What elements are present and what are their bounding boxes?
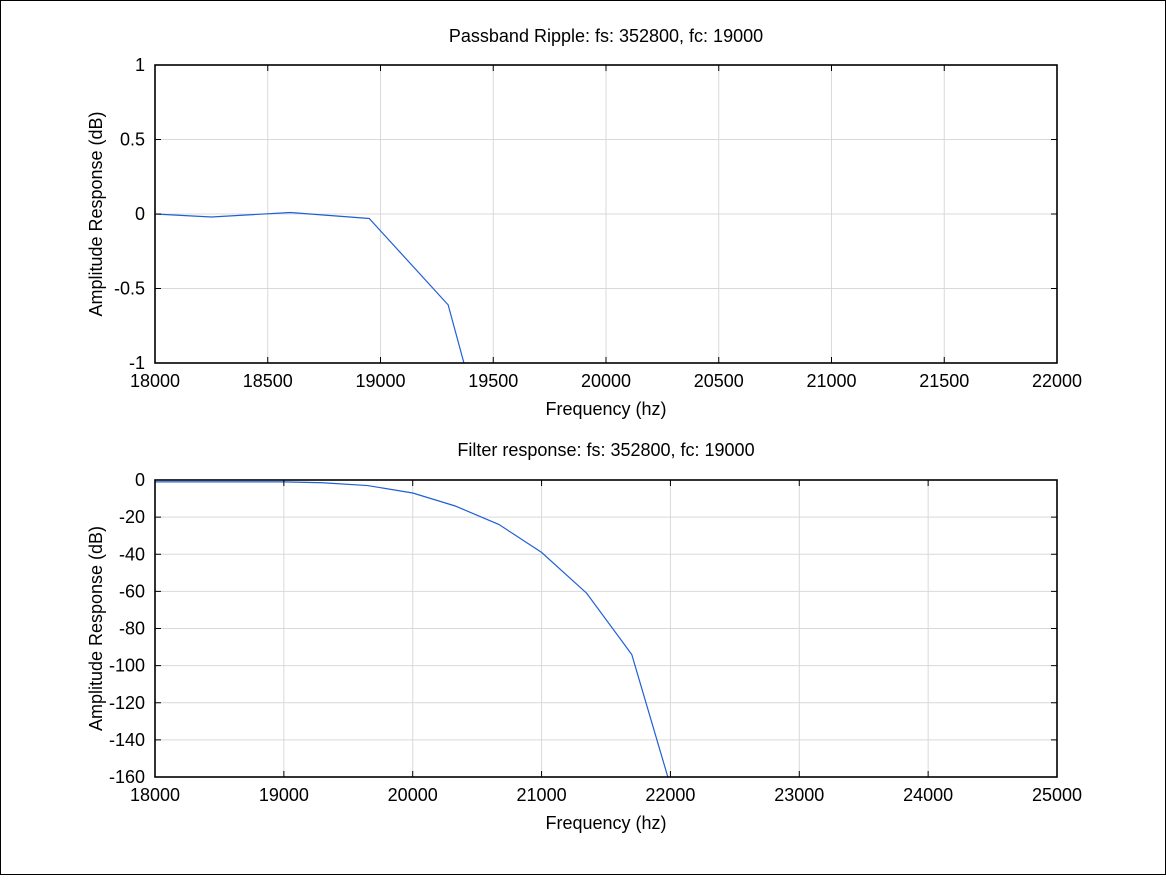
x-tick-label: 21000: [806, 371, 856, 391]
y-tick-label: 1: [135, 55, 145, 75]
x-axis-label: Frequency (hz): [545, 813, 666, 833]
y-tick-label: 0: [135, 470, 145, 490]
x-tick-label: 18500: [243, 371, 293, 391]
x-tick-label: 18000: [130, 785, 180, 805]
y-tick-label: -1: [129, 353, 145, 373]
y-tick-label: -20: [119, 507, 145, 527]
x-tick-label: 22000: [1032, 371, 1082, 391]
x-tick-label: 21500: [919, 371, 969, 391]
y-tick-label: -120: [109, 693, 145, 713]
x-tick-label: 25000: [1032, 785, 1082, 805]
y-tick-label: -140: [109, 730, 145, 750]
y-tick-label: 0: [135, 204, 145, 224]
x-tick-label: 23000: [774, 785, 824, 805]
x-tick-label: 24000: [903, 785, 953, 805]
y-tick-label: -80: [119, 619, 145, 639]
x-tick-label: 19500: [468, 371, 518, 391]
y-tick-label: -100: [109, 656, 145, 676]
x-tick-label: 21000: [517, 785, 567, 805]
chart-1: 18000 18500 19000 19500 20000 20500 21000 21500…: [86, 26, 1082, 419]
x-tick-label: 20000: [388, 785, 438, 805]
x-tick-label: 18000: [130, 371, 180, 391]
x-tick-label: 19000: [259, 785, 309, 805]
x-tick-label: 19000: [355, 371, 405, 391]
y-tick-label: -40: [119, 544, 145, 564]
chart-2: 18000 19000 20000 21000 22000 23000 24000 25000…: [86, 440, 1082, 833]
y-axis-label: Amplitude Response (dB): [86, 526, 106, 731]
series-line: [155, 211, 465, 363]
y-tick-label: -160: [109, 767, 145, 787]
x-tick-label: 20500: [694, 371, 744, 391]
chart-title: Passband Ripple: fs: 352800, fc: 19000: [449, 26, 763, 46]
series-line: [155, 481, 669, 777]
y-tick-label: -60: [119, 581, 145, 601]
y-axis-label: Amplitude Response (dB): [86, 111, 106, 316]
x-tick-label: 20000: [581, 371, 631, 391]
chart-title: Filter response: fs: 352800, fc: 19000: [457, 440, 754, 460]
y-tick-label: -0.5: [114, 279, 145, 299]
x-tick-label: 22000: [645, 785, 695, 805]
x-axis-label: Frequency (hz): [545, 399, 666, 419]
y-tick-label: 0.5: [120, 130, 145, 150]
